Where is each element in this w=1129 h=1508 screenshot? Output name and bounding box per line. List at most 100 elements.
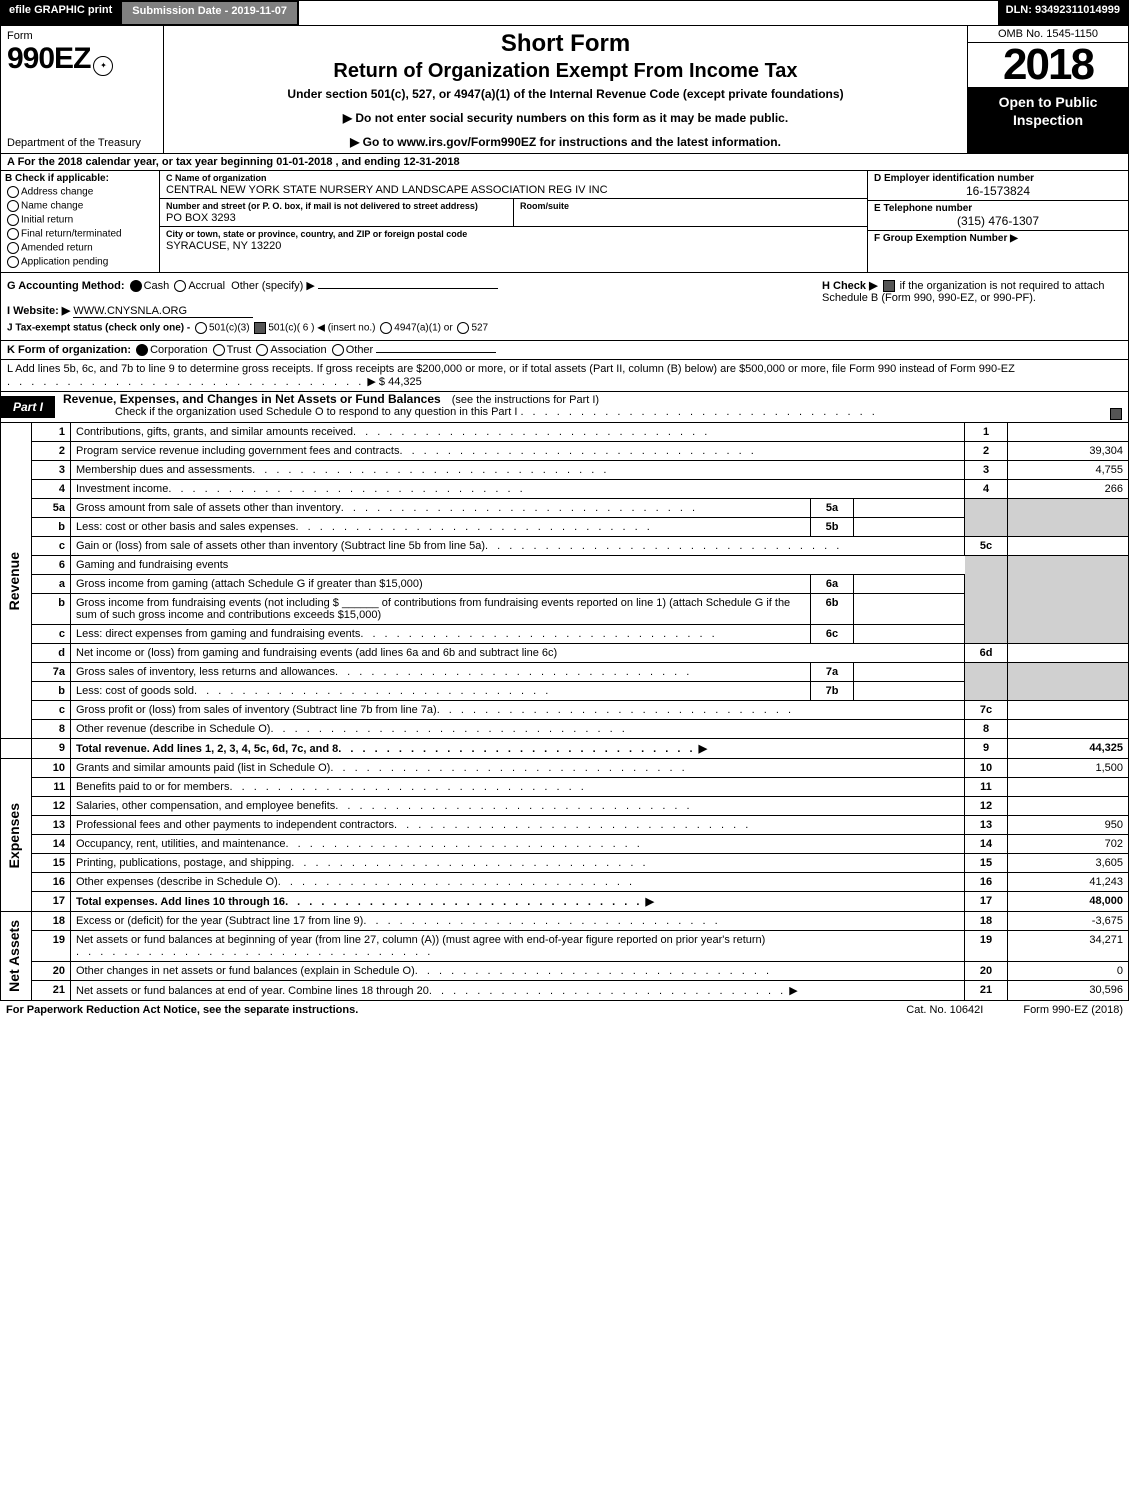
i-website-value[interactable]: WWW.CNYSNLA.ORG <box>73 305 253 318</box>
line-13-c: 13 <box>965 816 1008 835</box>
header-center: Short Form Return of Organization Exempt… <box>164 26 967 153</box>
line-19-c: 19 <box>965 931 1008 962</box>
org-name-cell: C Name of organization CENTRAL NEW YORK … <box>160 171 867 199</box>
line-5a-mc: 5a <box>811 499 854 518</box>
line-12-c: 12 <box>965 797 1008 816</box>
line-5a-num: 5a <box>32 499 71 518</box>
check-b-column: B Check if applicable: Address change Na… <box>1 171 160 272</box>
line-15-num: 15 <box>32 854 71 873</box>
line-9-desc: Total revenue. Add lines 1, 2, 3, 4, 5c,… <box>71 739 965 759</box>
line-18-v: -3,675 <box>1008 912 1129 931</box>
line-5b-mc: 5b <box>811 518 854 537</box>
line-10-v: 1,500 <box>1008 759 1129 778</box>
ssn-note: ▶ Do not enter social security numbers o… <box>172 111 959 125</box>
k-corp-radio[interactable] <box>136 344 148 356</box>
go-to-text[interactable]: ▶ Go to www.irs.gov/Form990EZ for instru… <box>350 135 781 149</box>
line-6c-mv <box>854 625 965 644</box>
line-13-desc: Professional fees and other payments to … <box>71 816 965 835</box>
tax-year: 2018 <box>968 43 1128 87</box>
line-4-v: 266 <box>1008 480 1129 499</box>
line-19-v: 34,271 <box>1008 931 1129 962</box>
line-15-v: 3,605 <box>1008 854 1129 873</box>
cb-application-pending[interactable]: Application pending <box>5 256 155 268</box>
line-7c-c: 7c <box>965 701 1008 720</box>
g-accrual-radio[interactable] <box>174 280 186 292</box>
j-4947-radio[interactable] <box>380 322 392 334</box>
line-7ab-grey-v <box>1008 663 1129 701</box>
l-text: L Add lines 5b, 6c, and 7b to line 9 to … <box>7 363 1015 375</box>
cb-initial-return[interactable]: Initial return <box>5 214 155 226</box>
j-501c-box[interactable] <box>254 322 266 334</box>
line-12-num: 12 <box>32 797 71 816</box>
line-7ab-grey <box>965 663 1008 701</box>
cb-name-change[interactable]: Name change <box>5 200 155 212</box>
expenses-side-label: Expenses <box>1 759 32 912</box>
f-label: F Group Exemption Number ▶ <box>874 233 1018 244</box>
k-label: K Form of organization: <box>7 344 131 356</box>
g-other-line[interactable] <box>318 288 498 289</box>
header-left: Form 990EZ ✦ Department of the Treasury <box>1 26 164 153</box>
line-6c-num: c <box>32 625 71 644</box>
g-cash-radio[interactable] <box>130 280 142 292</box>
j-527-radio[interactable] <box>457 322 469 334</box>
line-19-num: 19 <box>32 931 71 962</box>
line-6-num: 6 <box>32 556 71 575</box>
line-8-num: 8 <box>32 720 71 739</box>
l-value: 44,325 <box>388 376 422 388</box>
line-15-c: 15 <box>965 854 1008 873</box>
line-8-v <box>1008 720 1129 739</box>
k-assoc-radio[interactable] <box>256 344 268 356</box>
line-3-v: 4,755 <box>1008 461 1129 480</box>
line-11-c: 11 <box>965 778 1008 797</box>
d-value: 16-1573824 <box>874 184 1122 198</box>
d-label: D Employer identification number <box>874 173 1034 184</box>
line-5ab-grey <box>965 499 1008 537</box>
line-2-desc: Program service revenue including govern… <box>71 442 965 461</box>
line-16-c: 16 <box>965 873 1008 892</box>
line-7c-num: c <box>32 701 71 720</box>
line-5c-c: 5c <box>965 537 1008 556</box>
j-501c3-radio[interactable] <box>195 322 207 334</box>
open-to-public: Open to Public Inspection <box>968 87 1128 153</box>
line-17-desc: Total expenses. Add lines 10 through 16 <box>71 892 965 912</box>
cb-amended-return[interactable]: Amended return <box>5 242 155 254</box>
k-other-line[interactable] <box>376 352 496 353</box>
k-trust-radio[interactable] <box>213 344 225 356</box>
line-3-c: 3 <box>965 461 1008 480</box>
city-label: City or town, state or province, country… <box>166 229 467 239</box>
cb-final-return[interactable]: Final return/terminated <box>5 228 155 240</box>
ein-cell: D Employer identification number 16-1573… <box>868 171 1128 201</box>
form-label: Form <box>7 30 33 42</box>
line-10-desc: Grants and similar amounts paid (list in… <box>71 759 965 778</box>
k-corp: Corporation <box>150 344 207 356</box>
city-value: SYRACUSE, NY 13220 <box>166 240 281 252</box>
part1-checkbox[interactable] <box>1110 408 1122 420</box>
line-7b-mv <box>854 682 965 701</box>
line-18-desc: Excess or (deficit) for the year (Subtra… <box>71 912 965 931</box>
line-16-v: 41,243 <box>1008 873 1129 892</box>
line-6c-desc: Less: direct expenses from gaming and fu… <box>71 625 811 644</box>
street-cell: Number and street (or P. O. box, if mail… <box>160 199 513 227</box>
j-501c: 501(c)( 6 ) ◀ (insert no.) <box>268 323 375 334</box>
line-14-desc: Occupancy, rent, utilities, and maintena… <box>71 835 965 854</box>
city-cell: City or town, state or province, country… <box>160 227 867 254</box>
line-11-desc: Benefits paid to or for members <box>71 778 965 797</box>
under-section: Under section 501(c), 527, or 4947(a)(1)… <box>172 87 959 101</box>
top-bar: efile GRAPHIC print Submission Date - 20… <box>0 0 1129 26</box>
k-other-radio[interactable] <box>332 344 344 356</box>
line-20-num: 20 <box>32 962 71 981</box>
revenue-side-bottom <box>1 739 32 759</box>
line-10-c: 10 <box>965 759 1008 778</box>
g-accrual: Accrual <box>188 280 225 292</box>
h-checkbox[interactable] <box>883 280 895 292</box>
cb-address-change[interactable]: Address change <box>5 186 155 198</box>
short-form-title: Short Form <box>172 30 959 58</box>
line-6b-mv <box>854 594 965 625</box>
j-label: J Tax-exempt status (check only one) - <box>7 323 190 334</box>
line-14-v: 702 <box>1008 835 1129 854</box>
form-number: 990EZ <box>7 42 90 75</box>
period-mid: , and ending <box>336 156 401 168</box>
phone-cell: E Telephone number (315) 476-1307 <box>868 201 1128 231</box>
line-1-c: 1 <box>965 423 1008 442</box>
gh-left: G Accounting Method: Cash Accrual Other … <box>1 273 816 340</box>
